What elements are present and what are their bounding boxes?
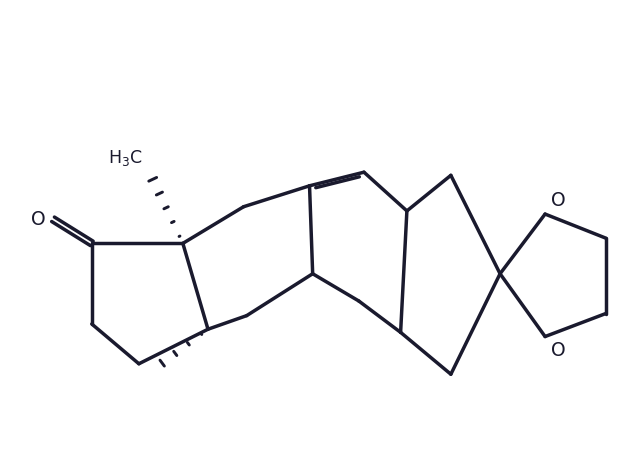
Text: O: O	[31, 210, 45, 229]
Text: O: O	[552, 341, 566, 360]
Text: O: O	[552, 191, 566, 210]
Text: H$_3$C: H$_3$C	[108, 148, 143, 168]
